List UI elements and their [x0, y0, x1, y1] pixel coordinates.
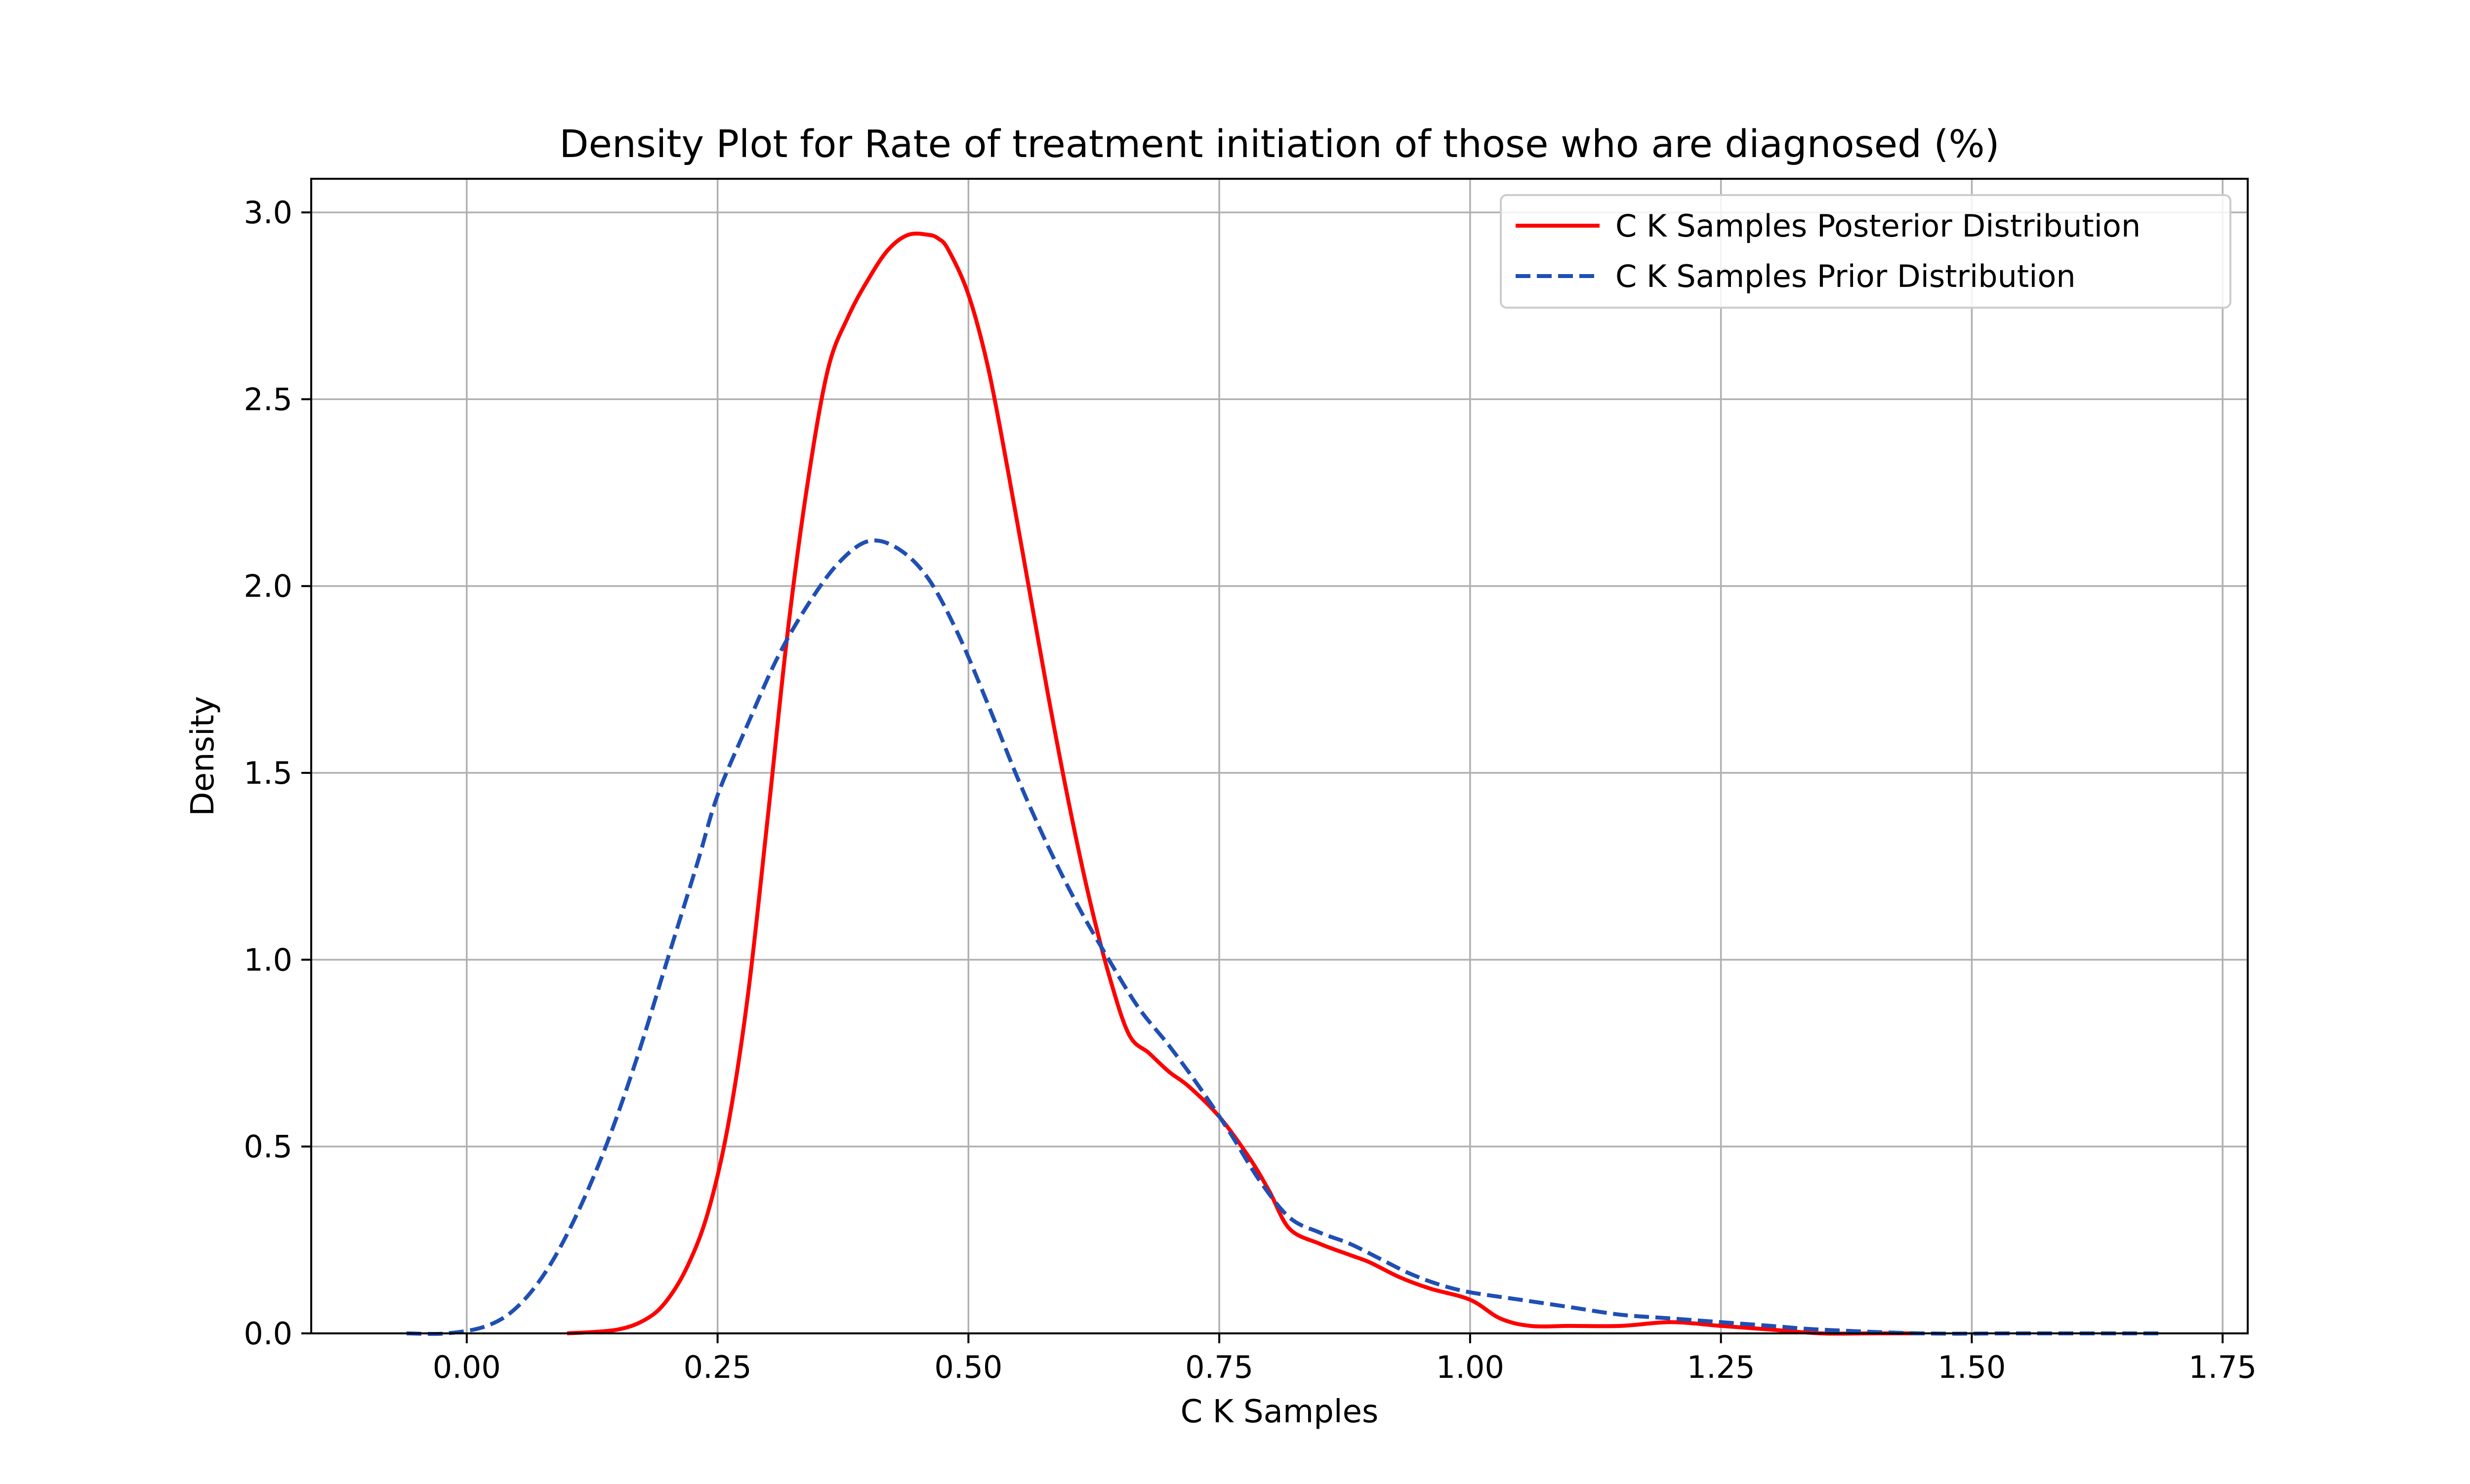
x-tick-label: 0.75: [1185, 1349, 1253, 1385]
prior-distribution-line: [406, 538, 2163, 1336]
x-tick-label: 1.25: [1687, 1349, 1755, 1385]
y-tick-label: 2.0: [244, 568, 292, 604]
x-tick-label: 1.75: [2188, 1349, 2257, 1385]
x-axis-label: C K Samples: [1181, 1394, 1379, 1430]
y-tick-label: 0.5: [244, 1129, 292, 1165]
legend-label: C K Samples Prior Distribution: [1615, 258, 2076, 294]
x-tick-label: 1.00: [1436, 1349, 1504, 1385]
x-tick-label: 0.00: [433, 1349, 501, 1385]
y-tick-label: 0.0: [244, 1316, 292, 1352]
y-tick-label: 1.5: [244, 755, 292, 791]
x-tick-label: 1.50: [1937, 1349, 2006, 1385]
y-axis-label: Density: [185, 696, 221, 816]
legend: C K Samples Posterior Distribution C K Sa…: [1500, 194, 2231, 309]
y-axis-ticks: 0.0 0.5 1.0 1.5 2.0 2.5 3.0: [244, 195, 311, 1352]
plot-frame: [310, 178, 2249, 1334]
y-tick-label: 1.0: [244, 942, 292, 978]
legend-label: C K Samples Posterior Distribution: [1615, 208, 2141, 244]
x-axis-ticks: 0.00 0.25 0.50 0.75 1.00 1.25 1.50 1.75: [433, 1333, 2257, 1385]
chart-title: Density Plot for Rate of treatment initi…: [559, 122, 1999, 166]
series-lines: [406, 231, 2163, 1336]
x-tick-label: 0.25: [684, 1349, 752, 1385]
posterior-distribution-line: [567, 231, 1922, 1336]
x-tick-label: 0.50: [934, 1349, 1002, 1385]
y-tick-label: 3.0: [244, 195, 292, 231]
legend-box: [1500, 194, 2231, 309]
y-tick-label: 2.5: [244, 381, 292, 417]
